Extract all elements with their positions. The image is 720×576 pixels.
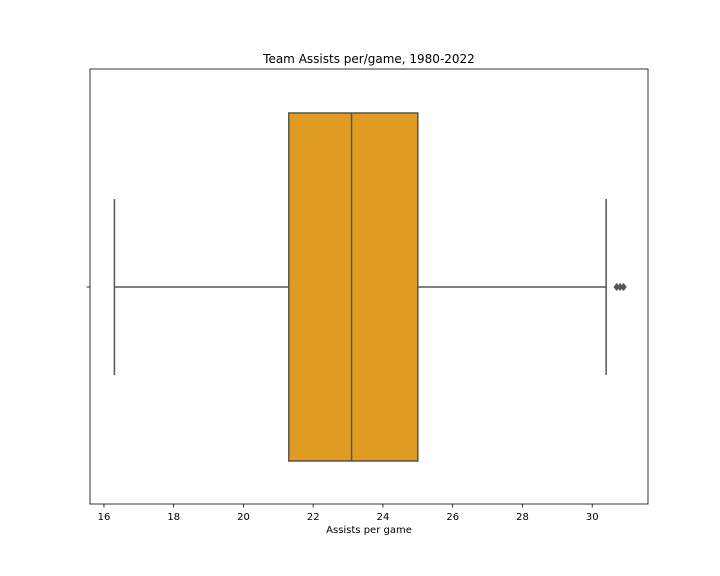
plot-marks (113, 112, 627, 462)
x-tick-label: 26 (446, 512, 459, 523)
x-tick-label: 22 (307, 512, 320, 523)
x-tick-label: 18 (167, 512, 180, 523)
x-tick-label: 20 (237, 512, 250, 523)
x-axis-label: Assists per game (326, 525, 412, 536)
x-tick-label: 24 (377, 512, 390, 523)
iqr-box (288, 112, 419, 462)
plot-frame (89, 68, 649, 505)
x-tick-label: 30 (586, 512, 599, 523)
x-tick-label: 16 (98, 512, 111, 523)
chart-title: Team Assists per/game, 1980-2022 (262, 52, 475, 66)
x-ticks: 16 18 20 22 24 26 28 30 (98, 504, 599, 523)
outlier-point (620, 282, 627, 292)
x-tick-label: 28 (516, 512, 529, 523)
